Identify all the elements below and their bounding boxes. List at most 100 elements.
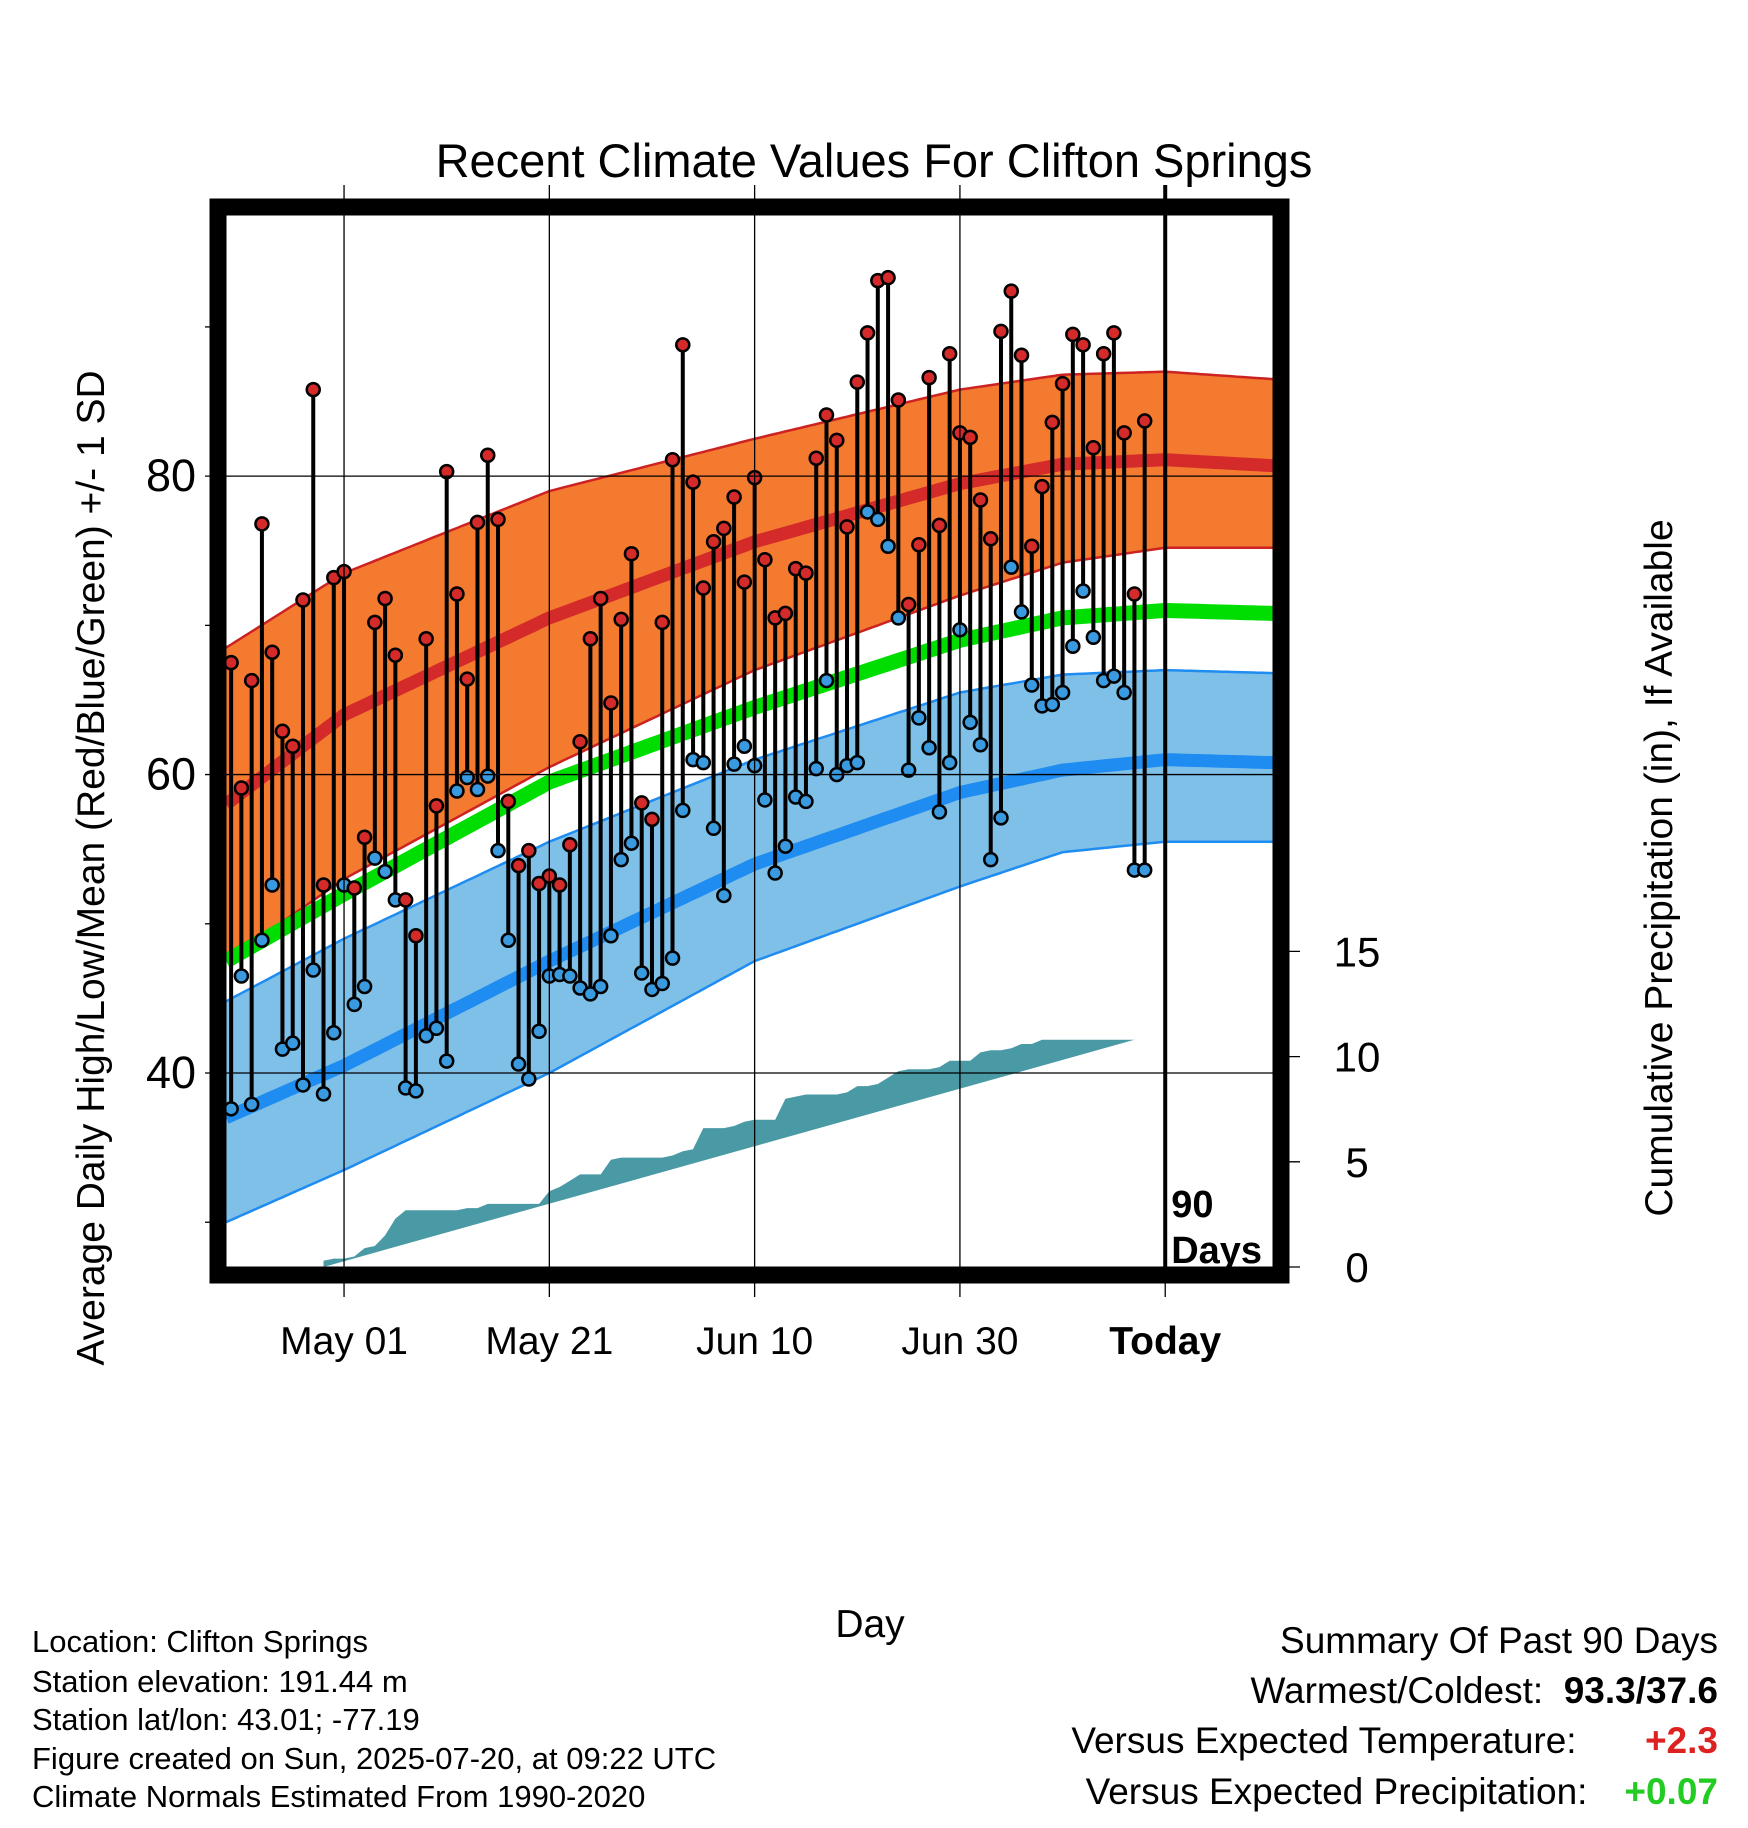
- daily-high-point: [777, 605, 794, 622]
- daily-low-point: [284, 1035, 301, 1051]
- daily-low-point: [562, 968, 578, 984]
- daily-high-point: [397, 892, 414, 908]
- daily-high-point: [500, 793, 517, 810]
- daily-high-point: [226, 654, 239, 671]
- daily-high-point: [510, 857, 527, 874]
- daily-low-point: [367, 850, 383, 866]
- daily-low-point: [1054, 684, 1071, 701]
- daily-low-point: [356, 978, 373, 995]
- daily-high-point: [890, 392, 907, 408]
- daily-low-point: [233, 968, 250, 984]
- meta-latlon: Station lat/lon: 43.01; -77.19: [32, 1702, 420, 1737]
- daily-low-point: [1013, 604, 1030, 620]
- daily-high-point: [572, 733, 588, 750]
- summary-heading: Summary Of Past 90 Days: [1280, 1620, 1718, 1661]
- daily-high-point: [428, 798, 445, 814]
- daily-low-point: [459, 769, 475, 786]
- daily-high-point: [387, 647, 404, 663]
- daily-low-point: [890, 610, 907, 626]
- summary-precip-row: Versus Expected Precipitation: +0.07: [1086, 1771, 1718, 1813]
- daily-low-point: [243, 1096, 260, 1113]
- x-axis-label: Day: [835, 1603, 905, 1646]
- daily-low-point: [613, 851, 629, 868]
- daily-low-point: [664, 950, 681, 966]
- high-sd-band-upper-edge: [226, 370, 1273, 649]
- daily-high-point: [592, 590, 609, 607]
- y-tick-label: 60: [146, 749, 196, 800]
- daily-high-point: [480, 447, 496, 463]
- daily-low-point: [633, 965, 650, 981]
- daily-high-point: [695, 580, 712, 596]
- daily-low-point: [1024, 677, 1040, 693]
- daily-low-point: [449, 783, 465, 799]
- daily-high-point: [1054, 375, 1071, 392]
- x-tick-label: May 01: [280, 1320, 408, 1363]
- daily-high-point: [1075, 337, 1091, 353]
- daily-high-point: [818, 407, 835, 423]
- daily-high-point: [1044, 414, 1061, 431]
- daily-low-point: [993, 810, 1009, 826]
- daily-low-point: [623, 835, 640, 851]
- daily-high-point: [993, 323, 1009, 340]
- daily-low-point: [1003, 559, 1019, 575]
- plot-frame: [209, 198, 1290, 1284]
- daily-high-point: [1085, 440, 1102, 456]
- daily-high-point: [582, 631, 599, 647]
- daily-high-point: [264, 644, 280, 660]
- low-sd-band: [226, 670, 1273, 1223]
- daily-high-point: [1013, 347, 1030, 364]
- daily-high-point: [449, 586, 465, 602]
- daily-high-point: [1126, 586, 1143, 602]
- daily-low-point: [726, 756, 742, 772]
- daily-low-point: [941, 754, 958, 771]
- daily-high-point: [911, 537, 927, 553]
- daily-high-point: [644, 811, 660, 828]
- daily-low-point: [859, 504, 876, 520]
- daily-high-point: [1136, 413, 1153, 429]
- daily-low-point: [315, 1086, 332, 1102]
- normal-low-line: [226, 753, 1273, 1124]
- summary-temp-label: Versus Expected Temperature:: [1071, 1720, 1577, 1761]
- daily-low-point: [531, 1023, 547, 1039]
- daily-high-point: [254, 516, 270, 532]
- daily-high-point: [829, 432, 845, 449]
- daily-low-point: [418, 1027, 434, 1044]
- daily-high-point: [233, 780, 250, 796]
- daily-low-point: [982, 851, 999, 868]
- low-sd-band-lower-edge: [226, 840, 1273, 1224]
- normal-high-line: [226, 453, 1273, 810]
- daily-high-point: [736, 574, 753, 590]
- daily-high-point: [274, 723, 291, 740]
- y2-tick-label: 15: [1334, 928, 1381, 975]
- daily-low-point: [705, 820, 722, 837]
- daily-low-point: [900, 762, 917, 778]
- daily-high-point: [315, 877, 332, 893]
- daily-low-point: [931, 804, 948, 820]
- x-tick-label: Jun 30: [901, 1320, 1018, 1363]
- meta-elevation: Station elevation: 191.44 m: [32, 1664, 408, 1699]
- daily-high-point: [418, 631, 434, 647]
- y2-tick-label: 5: [1345, 1139, 1368, 1186]
- daily-high-point: [941, 346, 958, 362]
- daily-low-point: [346, 996, 363, 1013]
- today-annotation: 90: [1171, 1184, 1213, 1226]
- daily-high-point: [685, 474, 701, 490]
- daily-high-point: [613, 611, 629, 628]
- daily-low-point: [1136, 862, 1153, 878]
- summary-warmest-row: Warmest/Coldest: 93.3/37.6: [1250, 1670, 1718, 1712]
- daily-high-point: [859, 325, 876, 341]
- daily-high-point: [490, 511, 506, 528]
- daily-high-point: [356, 829, 373, 845]
- daily-low-point: [480, 768, 496, 784]
- summary-precip-value: +0.07: [1624, 1771, 1718, 1812]
- plot-area: [226, 269, 1273, 1267]
- x-tick-label: Today: [1109, 1320, 1221, 1363]
- daily-high-point: [459, 671, 475, 687]
- daily-high-point: [921, 369, 937, 386]
- daily-low-point: [757, 792, 773, 808]
- daily-high-point: [603, 695, 619, 711]
- daily-low-point: [716, 887, 732, 904]
- daily-low-point: [428, 1020, 445, 1036]
- daily-high-point: [346, 880, 363, 896]
- daily-low-point: [226, 1101, 239, 1117]
